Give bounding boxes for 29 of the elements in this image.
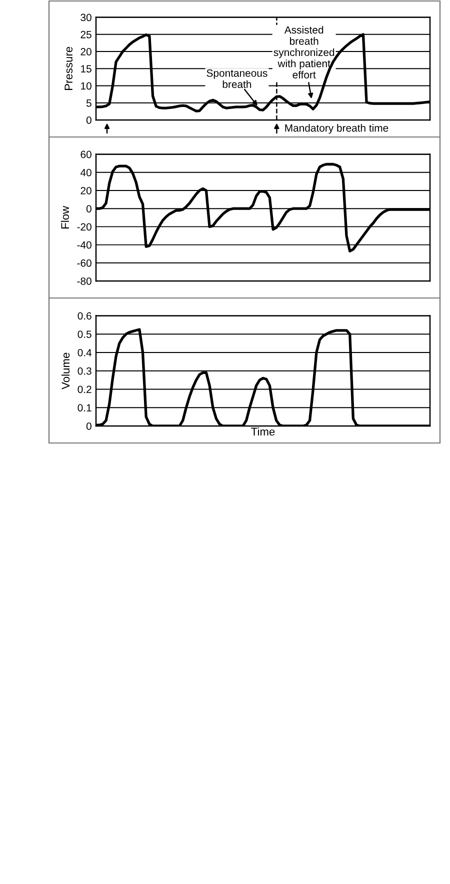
y-tick-label: 25 — [80, 30, 92, 38]
annotation: Spontaneous breath — [206, 69, 268, 88]
y-tick-label: -80 — [77, 278, 92, 285]
y-tick-label: 0.2 — [78, 386, 92, 394]
y-tick-label: 30 — [80, 14, 92, 22]
annotation: Assisted breath synchronized with patient effort — [274, 26, 334, 78]
y-tick-label: 0.4 — [78, 348, 92, 356]
y-tick-label: 0 — [86, 116, 92, 124]
y-axis-title: Flow — [60, 206, 70, 228]
y-tick-label: 20 — [80, 187, 92, 194]
y-axis-title: Pressure — [64, 46, 72, 90]
y-tick-label: 0.3 — [78, 367, 92, 375]
y-tick-label: -60 — [77, 259, 92, 267]
y-tick-label: 10 — [81, 82, 92, 90]
y-tick-label: 0.5 — [78, 330, 92, 338]
x-axis-title: Time — [251, 427, 275, 436]
y-tick-label: 0.1 — [78, 404, 92, 412]
y-axis-title: Volume — [61, 352, 70, 390]
y-tick-label: 0 — [86, 205, 92, 212]
y-tick-label: 5 — [86, 99, 92, 107]
text: Mandatory breath time — [285, 124, 388, 134]
y-tick-label: -40 — [77, 241, 92, 249]
y-tick-label: 15 — [81, 65, 92, 73]
y-tick-label: 20 — [80, 48, 92, 56]
y-tick-label: 0.6 — [78, 312, 92, 320]
y-tick-label: 0 — [86, 422, 92, 430]
y-tick-label: 40 — [80, 168, 92, 176]
y-tick-label: -20 — [77, 223, 92, 231]
y-tick-label: 60 — [80, 150, 92, 158]
